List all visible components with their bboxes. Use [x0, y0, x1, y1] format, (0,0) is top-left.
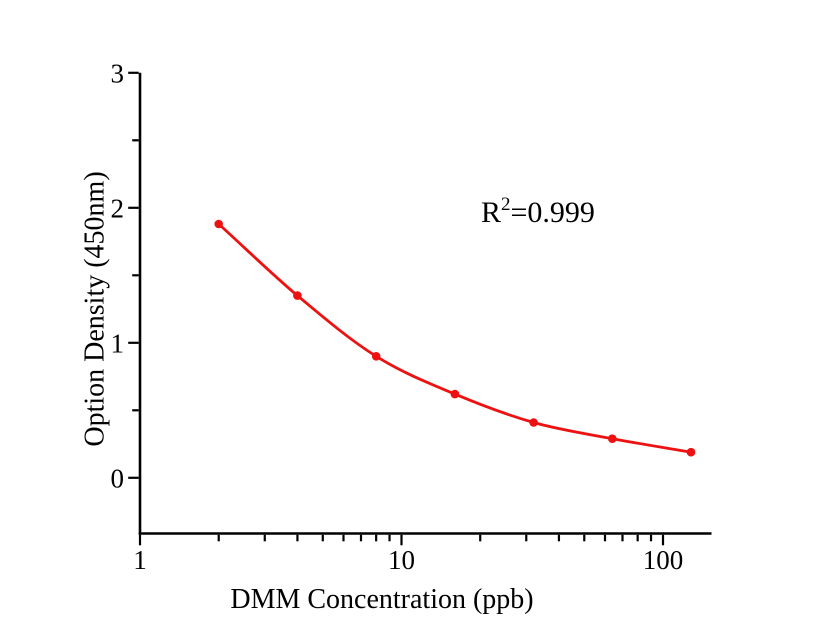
r-squared-exponent: 2 — [501, 194, 511, 215]
data-point — [371, 352, 381, 361]
y-tick-label: 1 — [111, 328, 125, 358]
r-squared-base: R — [481, 196, 501, 229]
axes-layer: 1 10 100 0 1 2 3 — [111, 58, 712, 575]
x-tick-label: 10 — [388, 545, 415, 575]
x-tick-label: 1 — [133, 545, 147, 575]
data-point — [529, 418, 538, 427]
data-point — [608, 434, 617, 444]
r-squared-annotation: R2=0.999 — [481, 194, 595, 229]
y-tick-label: 3 — [111, 58, 125, 88]
data-point — [686, 447, 696, 457]
x-tick-label: 100 — [643, 545, 684, 575]
series-layer — [214, 219, 696, 457]
r-squared-value: =0.999 — [511, 196, 595, 229]
x-axis-title: DMM Concentration (ppb) — [230, 584, 533, 615]
data-point — [450, 389, 460, 399]
y-axis-title: Option Density (450nm) — [80, 171, 111, 446]
data-point — [214, 219, 223, 229]
data-point — [293, 291, 302, 300]
y-tick-label: 0 — [111, 463, 125, 493]
y-tick-label: 2 — [111, 193, 125, 223]
fit-curve — [217, 222, 693, 454]
